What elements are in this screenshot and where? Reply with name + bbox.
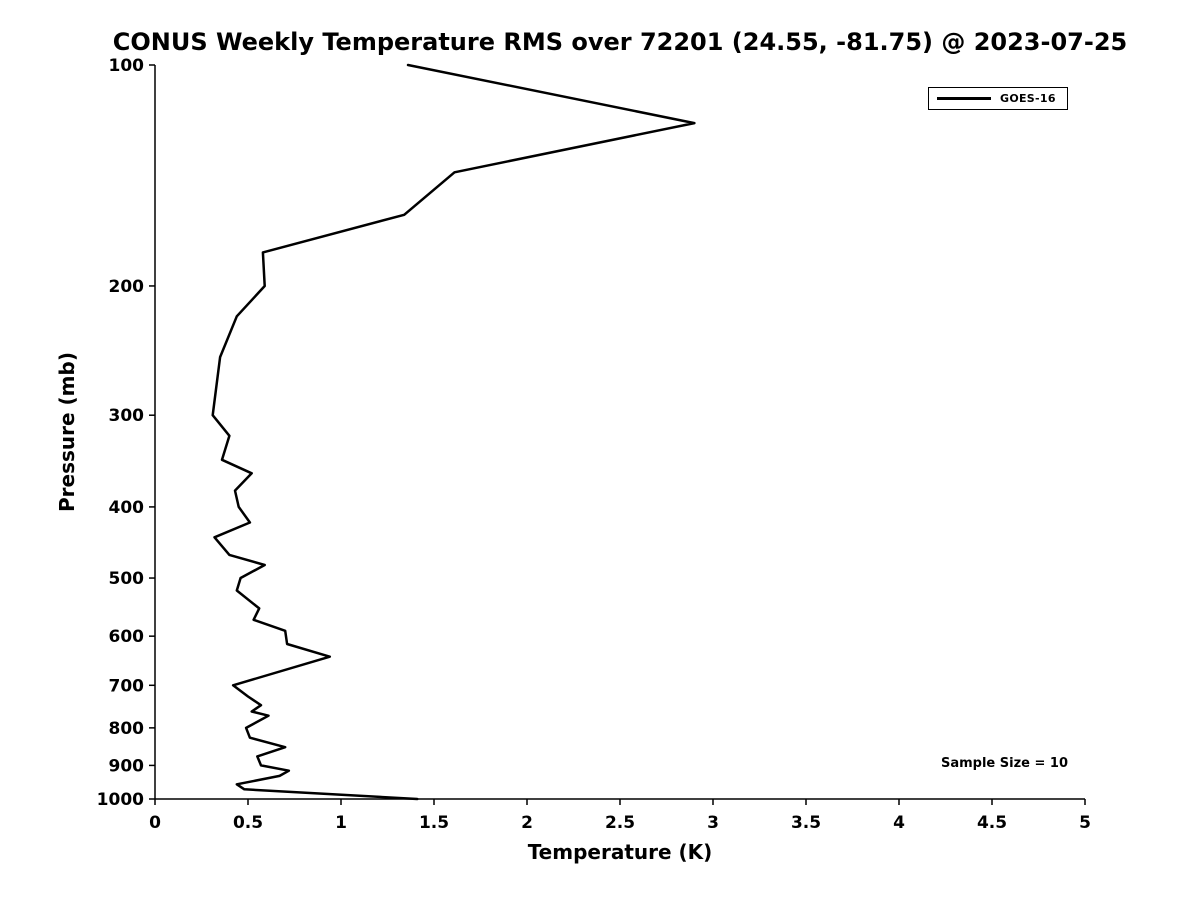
legend: GOES-16 (928, 87, 1068, 110)
x-tick-label: 3.5 (791, 813, 821, 833)
y-tick-label: 600 (109, 627, 145, 647)
y-tick-label: 200 (109, 277, 145, 297)
x-tick-label: 4.5 (977, 813, 1007, 833)
y-tick-label: 900 (109, 756, 145, 776)
y-tick-label: 100 (109, 56, 145, 76)
x-tick-label: 2.5 (605, 813, 635, 833)
y-axis-title: Pressure (mb) (55, 352, 79, 512)
x-tick-label: 0.5 (233, 813, 263, 833)
x-tick-label: 1.5 (419, 813, 449, 833)
x-tick-label: 1 (335, 813, 347, 833)
sample-size-annotation: Sample Size = 10 (940, 756, 1068, 771)
y-tick-label: 300 (109, 406, 145, 426)
x-tick-label: 4 (893, 813, 905, 833)
x-tick-label: 0 (149, 813, 161, 833)
y-tick-label: 1000 (97, 790, 144, 810)
y-tick-label: 700 (109, 676, 145, 696)
y-tick-label: 800 (109, 719, 145, 739)
legend-label: GOES-16 (1000, 92, 1056, 105)
data-line-goes-16 (211, 63, 696, 801)
x-tick-label: 3 (707, 813, 719, 833)
x-tick-label: 5 (1079, 813, 1091, 833)
x-axis-title: Temperature (K) (528, 840, 713, 864)
legend-line-sample-icon (937, 97, 991, 100)
x-tick-label: 2 (521, 813, 533, 833)
y-tick-label: 400 (109, 498, 145, 518)
chart-title: CONUS Weekly Temperature RMS over 72201 … (112, 28, 1128, 56)
y-tick-label: 500 (109, 569, 145, 589)
